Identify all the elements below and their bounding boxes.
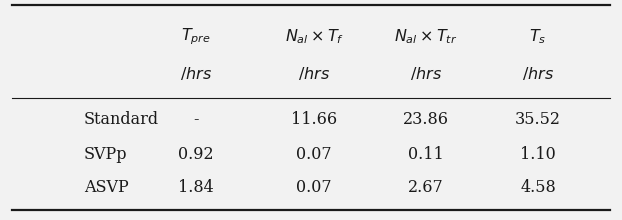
Text: 1.84: 1.84 (178, 179, 214, 196)
Text: Standard: Standard (84, 111, 159, 128)
Text: 0.92: 0.92 (178, 145, 214, 163)
Text: 4.58: 4.58 (520, 179, 556, 196)
Text: 0.11: 0.11 (408, 145, 444, 163)
Text: 35.52: 35.52 (515, 111, 561, 128)
Text: 11.66: 11.66 (291, 111, 337, 128)
Text: 0.07: 0.07 (296, 145, 332, 163)
Text: SVPp: SVPp (84, 145, 128, 163)
Text: $N_{al} \times T_{tr}$: $N_{al} \times T_{tr}$ (394, 27, 458, 46)
Text: 2.67: 2.67 (408, 179, 444, 196)
Text: $/hrs$: $/hrs$ (180, 66, 212, 83)
Text: $/hrs$: $/hrs$ (522, 66, 554, 83)
Text: $/hrs$: $/hrs$ (298, 66, 330, 83)
Text: 1.10: 1.10 (520, 145, 556, 163)
Text: $T_{pre}$: $T_{pre}$ (181, 26, 211, 47)
Text: 23.86: 23.86 (403, 111, 449, 128)
Text: ASVP: ASVP (84, 179, 129, 196)
Text: $T_s$: $T_s$ (529, 27, 547, 46)
Text: $N_{al} \times T_f$: $N_{al} \times T_f$ (284, 27, 344, 46)
Text: -: - (193, 111, 198, 128)
Text: $/hrs$: $/hrs$ (410, 66, 442, 83)
Text: 0.07: 0.07 (296, 179, 332, 196)
